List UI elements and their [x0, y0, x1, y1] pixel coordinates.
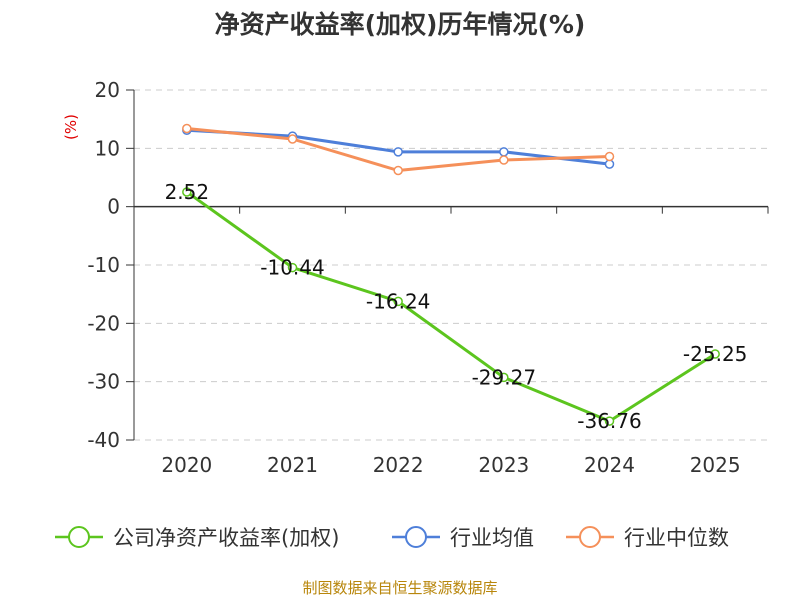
series-line [185, 190, 716, 423]
data-label-layer: 2.52 -10.44 -16.24 -29.27 -36.76 -25.25 [165, 180, 748, 433]
legend-label: 行业中位数 [624, 526, 729, 550]
data-label: 2.52 [165, 180, 210, 204]
x-tick-label: 2020 [161, 453, 212, 477]
data-label: -25.25 [683, 342, 747, 366]
data-point [499, 147, 509, 157]
y-axis-label: (%) [62, 114, 80, 140]
series-layer [182, 123, 720, 426]
axis-layer: 20 10 0 -10 -20 -30 -40 2020 2021 2022 2023 2024 202… [87, 78, 769, 477]
data-point [710, 349, 720, 359]
data-point [182, 187, 192, 197]
data-point [499, 372, 509, 383]
data-point [287, 262, 298, 273]
chart-title: 净资产收益率(加权)历年情况(%) [215, 10, 586, 39]
y-tick-label: -20 [87, 311, 120, 335]
data-point [182, 123, 192, 134]
data-point [393, 165, 403, 176]
grid-layer [134, 89, 768, 441]
data-label: -29.27 [472, 365, 536, 389]
y-tick-label: 0 [107, 195, 120, 219]
y-tick-label: 10 [95, 136, 120, 160]
data-point [393, 147, 403, 157]
legend: 公司净资产收益率(加权) 行业均值 行业中位数 [55, 526, 729, 550]
data-point [287, 134, 298, 144]
legend-marker [68, 526, 90, 548]
data-point [604, 151, 615, 162]
y-tick-label: 20 [95, 78, 120, 102]
x-tick-label: 2022 [373, 453, 424, 477]
data-point [499, 155, 509, 165]
source-footer: 制图数据来自恒生聚源数据库 [302, 579, 498, 597]
legend-label: 公司净资产收益率(加权) [113, 526, 339, 550]
x-tick-label: 2025 [690, 453, 741, 477]
data-label: -16.24 [366, 289, 430, 313]
data-point [604, 159, 615, 169]
x-tick-label: 2021 [267, 453, 318, 477]
roe-line-chart: 净资产收益率(加权)历年情况(%) (%) 20100-10-20-30-402… [55, 10, 769, 550]
legend-label: 行业均值 [450, 526, 534, 550]
x-tick-label: 2023 [478, 453, 529, 477]
y-tick-label: -30 [87, 370, 120, 394]
data-point [604, 416, 615, 426]
data-label: -10.44 [260, 256, 324, 280]
y-tick-label: -10 [87, 253, 120, 277]
x-tick-label: 2024 [584, 453, 635, 477]
data-point [393, 296, 403, 307]
legend-marker [579, 526, 601, 548]
legend-marker [405, 526, 427, 548]
y-tick-label: -40 [87, 428, 120, 452]
data-label: -36.76 [577, 409, 641, 433]
